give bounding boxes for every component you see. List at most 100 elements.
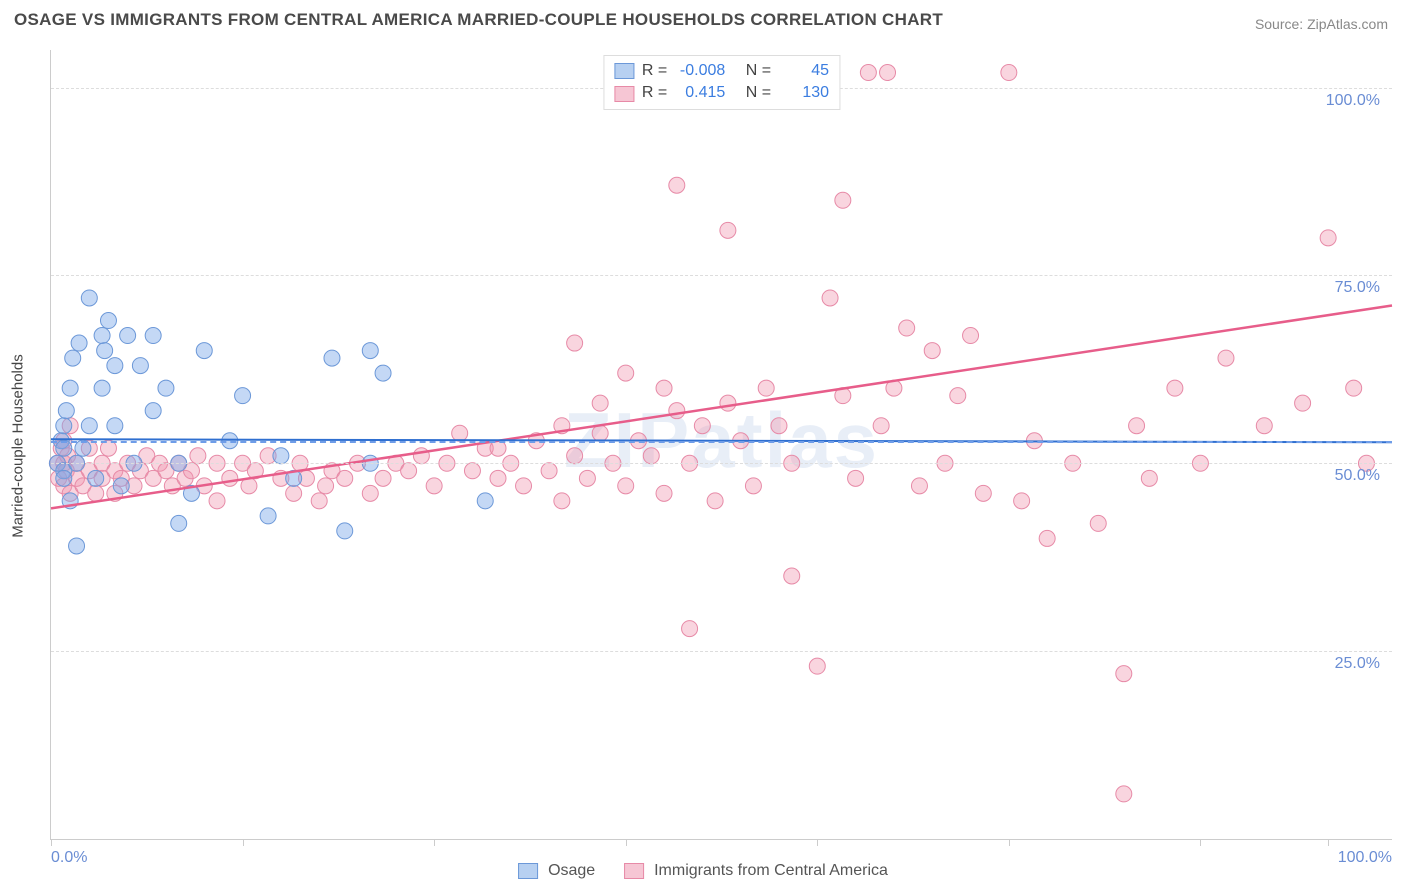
x-tick bbox=[817, 839, 818, 846]
data-point bbox=[324, 350, 340, 366]
data-point bbox=[592, 425, 608, 441]
data-point bbox=[120, 328, 136, 344]
data-point bbox=[618, 478, 634, 494]
data-point bbox=[145, 328, 161, 344]
chart-container: OSAGE VS IMMIGRANTS FROM CENTRAL AMERICA… bbox=[0, 0, 1406, 892]
data-point bbox=[835, 192, 851, 208]
data-point bbox=[1256, 418, 1272, 434]
data-point bbox=[618, 365, 634, 381]
legend-stats-row-osage: R = -0.008 N = 45 bbox=[614, 60, 829, 82]
data-point bbox=[490, 470, 506, 486]
data-point bbox=[58, 403, 74, 419]
y-tick-label: 100.0% bbox=[1326, 92, 1380, 110]
source-label: Source: ZipAtlas.com bbox=[1255, 16, 1388, 32]
data-point bbox=[94, 328, 110, 344]
data-point bbox=[554, 493, 570, 509]
data-point bbox=[132, 358, 148, 374]
data-point bbox=[235, 388, 251, 404]
data-point bbox=[362, 343, 378, 359]
data-point bbox=[88, 485, 104, 501]
data-point bbox=[899, 320, 915, 336]
data-point bbox=[209, 493, 225, 509]
data-point bbox=[975, 485, 991, 501]
legend-series: Osage Immigrants from Central America bbox=[518, 862, 888, 880]
x-tick bbox=[1328, 839, 1329, 846]
data-point bbox=[822, 290, 838, 306]
data-point bbox=[950, 388, 966, 404]
stat-n-osage: 45 bbox=[779, 60, 829, 82]
stat-n-immigrants: 130 bbox=[779, 82, 829, 104]
data-point bbox=[100, 313, 116, 329]
data-point bbox=[88, 470, 104, 486]
data-point bbox=[1141, 470, 1157, 486]
data-point bbox=[69, 538, 85, 554]
data-point bbox=[452, 425, 468, 441]
data-point bbox=[669, 177, 685, 193]
data-point bbox=[318, 478, 334, 494]
data-point bbox=[413, 448, 429, 464]
stat-r-label: R = bbox=[642, 82, 667, 104]
data-point bbox=[656, 380, 672, 396]
legend-stats-row-immigrants: R = 0.415 N = 130 bbox=[614, 82, 829, 104]
y-tick-label: 50.0% bbox=[1335, 467, 1380, 485]
data-point bbox=[860, 65, 876, 81]
x-tick bbox=[1009, 839, 1010, 846]
stat-n-label: N = bbox=[746, 60, 771, 82]
data-point bbox=[62, 380, 78, 396]
x-tick-label: 0.0% bbox=[51, 849, 87, 867]
data-point bbox=[873, 418, 889, 434]
swatch-immigrants bbox=[624, 863, 644, 879]
data-point bbox=[375, 365, 391, 381]
data-point bbox=[171, 515, 187, 531]
data-point bbox=[1014, 493, 1030, 509]
data-point bbox=[707, 493, 723, 509]
data-point bbox=[477, 493, 493, 509]
gridline-h bbox=[51, 463, 1392, 464]
swatch-immigrants bbox=[614, 86, 634, 102]
data-point bbox=[720, 395, 736, 411]
data-point bbox=[720, 222, 736, 238]
data-point bbox=[362, 485, 378, 501]
gridline-h bbox=[51, 651, 1392, 652]
data-point bbox=[56, 418, 72, 434]
swatch-osage bbox=[614, 63, 634, 79]
median-reference-line bbox=[51, 441, 1392, 443]
x-tick-label: 100.0% bbox=[1338, 849, 1392, 867]
data-point bbox=[1116, 786, 1132, 802]
data-point bbox=[190, 448, 206, 464]
data-point bbox=[924, 343, 940, 359]
data-point bbox=[273, 448, 289, 464]
chart-title: OSAGE VS IMMIGRANTS FROM CENTRAL AMERICA… bbox=[14, 10, 943, 30]
data-point bbox=[401, 463, 417, 479]
data-point bbox=[81, 418, 97, 434]
x-tick bbox=[434, 839, 435, 846]
data-point bbox=[592, 395, 608, 411]
data-point bbox=[1090, 515, 1106, 531]
data-point bbox=[65, 350, 81, 366]
data-point bbox=[911, 478, 927, 494]
data-point bbox=[880, 65, 896, 81]
data-point bbox=[107, 418, 123, 434]
y-axis-label: Married-couple Households bbox=[10, 354, 27, 537]
data-point bbox=[669, 403, 685, 419]
data-point bbox=[337, 470, 353, 486]
x-tick bbox=[51, 839, 52, 846]
data-point bbox=[260, 508, 276, 524]
gridline-h bbox=[51, 275, 1392, 276]
legend-label-immigrants: Immigrants from Central America bbox=[654, 862, 888, 880]
data-point bbox=[579, 470, 595, 486]
data-point bbox=[1218, 350, 1234, 366]
data-point bbox=[97, 343, 113, 359]
x-tick bbox=[626, 839, 627, 846]
data-point bbox=[426, 478, 442, 494]
data-point bbox=[1167, 380, 1183, 396]
data-point bbox=[541, 463, 557, 479]
data-point bbox=[643, 448, 659, 464]
data-point bbox=[1129, 418, 1145, 434]
data-point bbox=[656, 485, 672, 501]
stat-n-label: N = bbox=[746, 82, 771, 104]
data-point bbox=[1320, 230, 1336, 246]
data-point bbox=[196, 343, 212, 359]
data-point bbox=[464, 463, 480, 479]
stat-r-immigrants: 0.415 bbox=[675, 82, 725, 104]
